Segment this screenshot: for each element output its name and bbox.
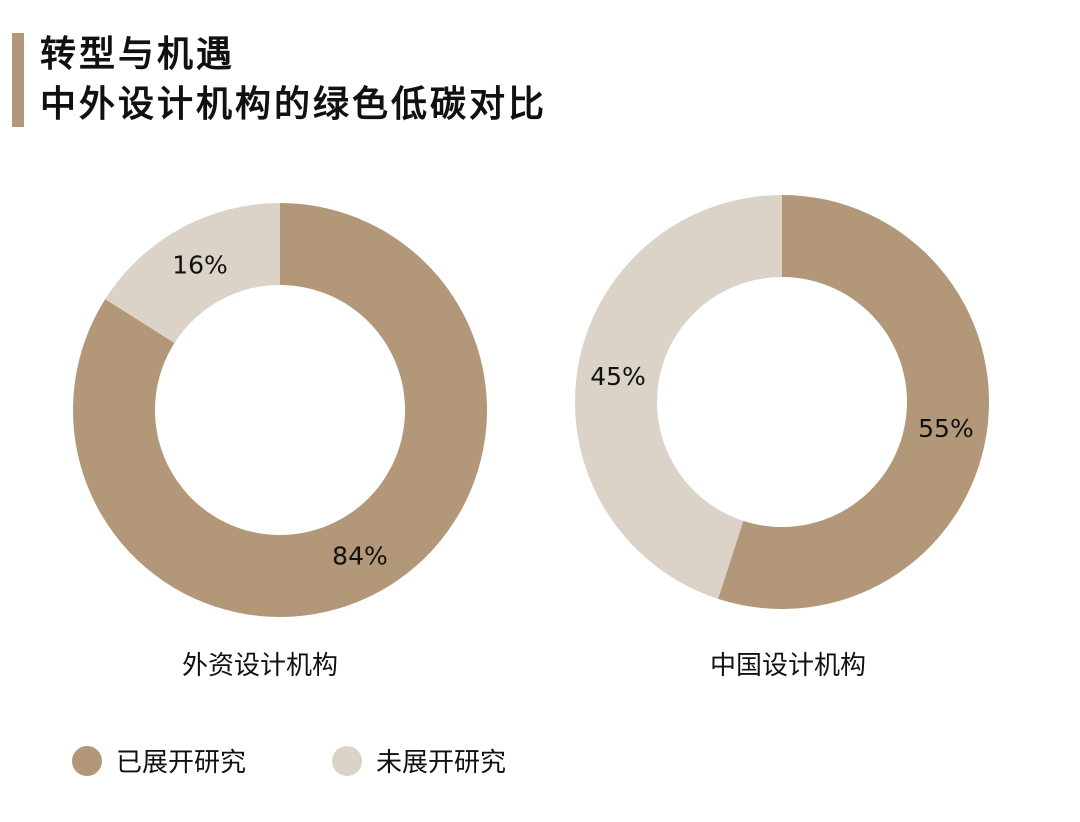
data-label-foreign-not-researched: 16% (172, 251, 228, 280)
data-label-foreign-researched: 84% (332, 541, 388, 570)
slice-chinese-not-researched (575, 195, 782, 599)
legend-dot-researched (72, 745, 102, 776)
legend-label-not-researched: 未展开研究 (376, 748, 507, 778)
title-accent-bar (12, 33, 24, 127)
data-label-chinese-not-researched: 45% (590, 362, 646, 391)
slice-chinese-researched (718, 195, 989, 609)
legend-label-researched: 已展开研究 (116, 748, 247, 778)
slice-foreign-not-researched (105, 203, 280, 344)
data-label-chinese-researched: 55% (918, 414, 974, 443)
legend-dot-not-researched (332, 745, 362, 776)
legend-item-researched: 已展开研究 (72, 742, 246, 779)
slice-foreign-researched (72, 203, 488, 617)
legend-item-not-researched: 未展开研究 (332, 742, 506, 779)
donut-label-foreign: 外资设计机构 (181, 651, 338, 681)
title-line-2: 中外设计机构的绿色低碳对比 (40, 84, 548, 125)
page-title: 转型与机遇 中外设计机构的绿色低碳对比 (40, 30, 547, 130)
donut-foreign-institutions: 84% 16% (72, 203, 488, 617)
donut-label-chinese: 中国设计机构 (709, 651, 866, 681)
title-line-1: 转型与机遇 (40, 34, 236, 75)
donut-chinese-institutions: 55% 45% (575, 195, 989, 609)
